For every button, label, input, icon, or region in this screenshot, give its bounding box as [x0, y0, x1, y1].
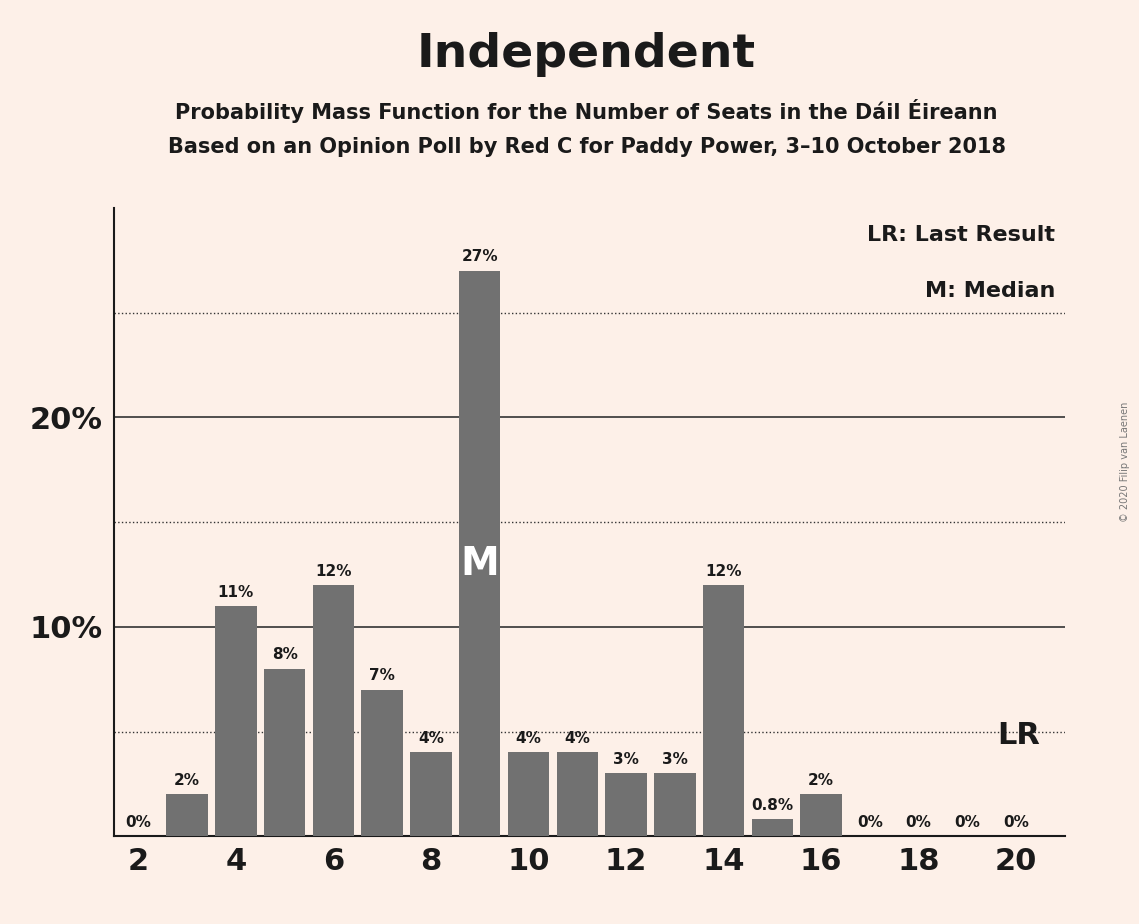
- Bar: [703, 585, 744, 836]
- Bar: [557, 752, 598, 836]
- Text: © 2020 Filip van Laenen: © 2020 Filip van Laenen: [1120, 402, 1130, 522]
- Text: LR: LR: [998, 722, 1041, 750]
- Text: 7%: 7%: [369, 668, 395, 684]
- Text: 8%: 8%: [272, 648, 297, 663]
- Text: 2%: 2%: [808, 773, 834, 788]
- Text: Based on an Opinion Poll by Red C for Paddy Power, 3–10 October 2018: Based on an Opinion Poll by Red C for Pa…: [167, 137, 1006, 157]
- Bar: [459, 271, 500, 836]
- Text: Probability Mass Function for the Number of Seats in the Dáil Éireann: Probability Mass Function for the Number…: [175, 99, 998, 123]
- Text: 0%: 0%: [125, 815, 151, 830]
- Text: LR: Last Result: LR: Last Result: [867, 225, 1055, 245]
- Bar: [654, 773, 696, 836]
- Text: 0%: 0%: [954, 815, 981, 830]
- Bar: [264, 669, 305, 836]
- Text: 11%: 11%: [218, 585, 254, 600]
- Text: 2%: 2%: [174, 773, 200, 788]
- Text: Independent: Independent: [417, 32, 756, 78]
- Bar: [752, 820, 793, 836]
- Text: 4%: 4%: [564, 731, 590, 747]
- Text: 0%: 0%: [906, 815, 932, 830]
- Text: 0.8%: 0.8%: [752, 798, 794, 813]
- Bar: [508, 752, 549, 836]
- Bar: [801, 795, 842, 836]
- Text: 27%: 27%: [461, 249, 498, 264]
- Text: 3%: 3%: [613, 752, 639, 767]
- Bar: [166, 795, 207, 836]
- Bar: [605, 773, 647, 836]
- Text: 0%: 0%: [857, 815, 883, 830]
- Text: M: M: [460, 545, 499, 583]
- Text: 3%: 3%: [662, 752, 688, 767]
- Bar: [312, 585, 354, 836]
- Text: 4%: 4%: [418, 731, 444, 747]
- Bar: [410, 752, 452, 836]
- Text: 0%: 0%: [1003, 815, 1030, 830]
- Text: 12%: 12%: [316, 564, 352, 578]
- Text: 12%: 12%: [705, 564, 741, 578]
- Text: M: Median: M: Median: [925, 281, 1055, 301]
- Bar: [361, 689, 403, 836]
- Bar: [215, 606, 256, 836]
- Text: 4%: 4%: [516, 731, 541, 747]
